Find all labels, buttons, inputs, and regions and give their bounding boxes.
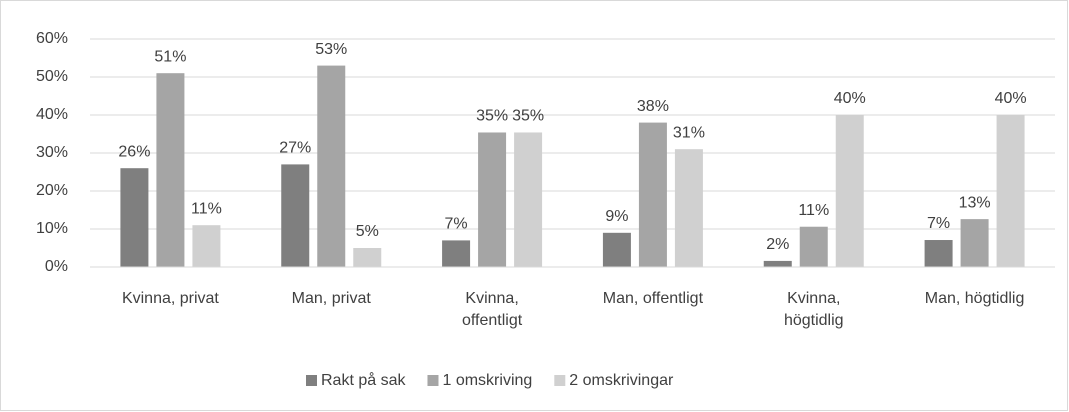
- y-tick-label: 10%: [36, 220, 68, 237]
- legend-label: 1 omskriving: [442, 372, 532, 389]
- bar: [317, 65, 346, 267]
- data-label: 13%: [959, 194, 991, 211]
- bar: [442, 240, 471, 267]
- data-label: 11%: [191, 200, 222, 217]
- bar: [192, 225, 221, 267]
- y-tick-label: 20%: [36, 182, 68, 199]
- bar: [960, 219, 989, 267]
- legend-label: 2 omskrivingar: [569, 372, 674, 389]
- x-tick-label: Man, privat: [291, 290, 371, 307]
- bar: [514, 132, 543, 267]
- y-tick-label: 40%: [36, 106, 68, 123]
- data-label: 11%: [798, 202, 829, 219]
- legend-swatch: [306, 375, 317, 386]
- data-label: 35%: [476, 108, 508, 125]
- x-tick-label: Man, högtidlig: [924, 290, 1025, 307]
- legend-swatch: [427, 375, 439, 386]
- data-label: 40%: [995, 90, 1027, 107]
- x-tick-label: Kvinna, högtidlig: [783, 290, 844, 329]
- bar: [996, 115, 1025, 267]
- data-label: 51%: [154, 48, 186, 65]
- legend-label: Rakt på sak: [321, 371, 406, 389]
- data-label: 31%: [673, 124, 705, 141]
- y-tick-label: 0%: [45, 258, 68, 275]
- x-tick-label: Man, offentligt: [602, 290, 704, 307]
- bar: [835, 115, 864, 267]
- data-label: 7%: [927, 215, 950, 232]
- bar: [156, 73, 185, 267]
- data-label: 38%: [637, 98, 669, 115]
- data-label: 40%: [834, 90, 866, 107]
- y-tick-label: 60%: [36, 30, 68, 47]
- bar: [602, 232, 631, 267]
- y-tick-label: 30%: [36, 144, 68, 161]
- data-label: 35%: [512, 108, 544, 125]
- bar: [674, 149, 703, 267]
- data-label: 7%: [445, 216, 468, 233]
- bar: [799, 226, 828, 267]
- bar: [924, 240, 953, 267]
- data-label: 5%: [356, 223, 379, 240]
- bar: [353, 248, 382, 267]
- bar: [763, 260, 792, 267]
- y-tick-label: 50%: [36, 68, 68, 85]
- data-label: 27%: [279, 140, 311, 157]
- data-label: 53%: [315, 41, 347, 58]
- x-tick-label: Kvinna, privat: [121, 290, 219, 307]
- data-label: 9%: [605, 208, 628, 225]
- data-label: 2%: [766, 236, 789, 253]
- x-tick-label: Kvinna, offentligt: [461, 290, 523, 329]
- bar: [638, 122, 667, 267]
- bar: [120, 168, 149, 267]
- bar: [281, 164, 310, 267]
- bar: [478, 132, 507, 267]
- data-label: 26%: [118, 143, 150, 160]
- legend-swatch: [554, 375, 566, 386]
